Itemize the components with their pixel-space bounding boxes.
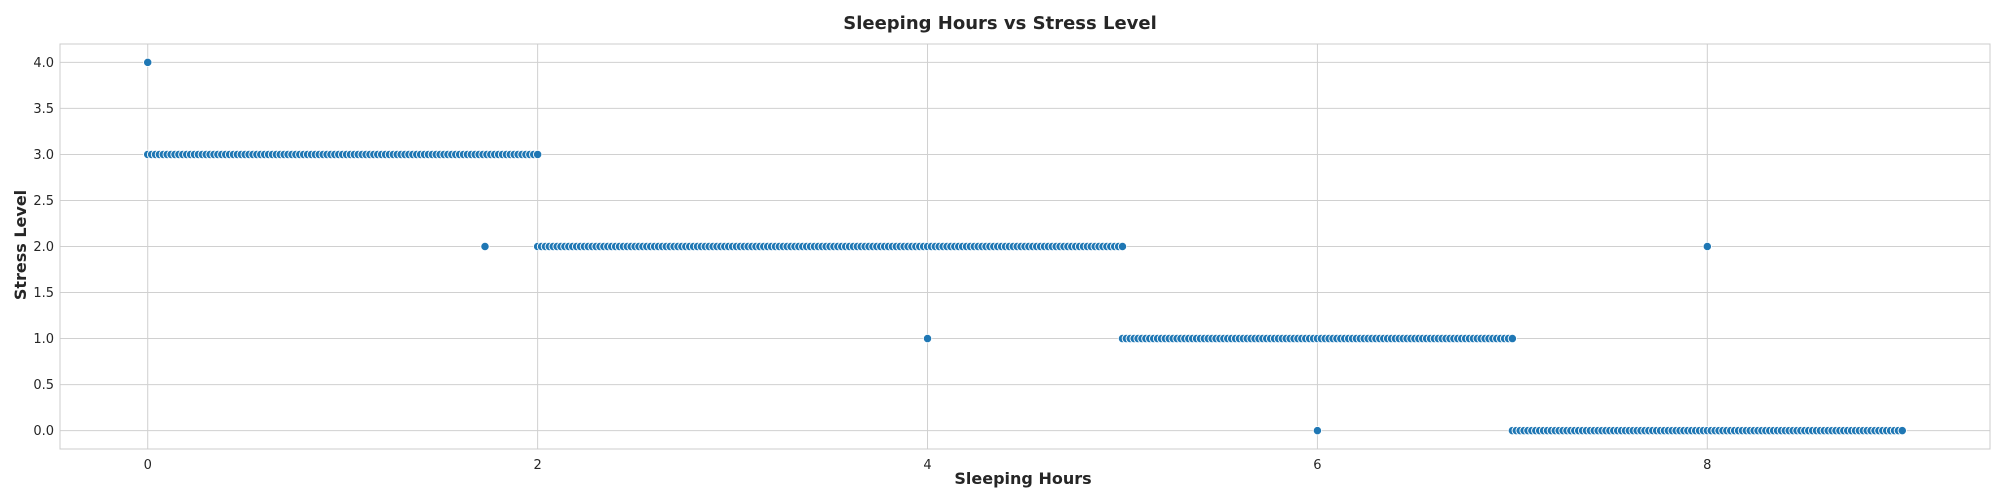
data-point xyxy=(532,149,543,160)
data-point xyxy=(1507,333,1518,344)
chart-title: Sleeping Hours vs Stress Level xyxy=(843,13,1157,34)
data-point xyxy=(1312,425,1323,436)
y-tick-label: 0.0 xyxy=(33,424,54,439)
data-point xyxy=(1702,241,1712,252)
x-tick-label: 2 xyxy=(533,458,541,473)
data-point xyxy=(1117,241,1128,252)
y-tick-label: 3.5 xyxy=(33,102,54,117)
data-point xyxy=(1897,425,1907,436)
x-tick-label: 8 xyxy=(1703,458,1711,473)
y-tick-label: 1.0 xyxy=(33,332,54,347)
tick-labels: 0 2 4 6 8 0.0 0.5 1.0 1.5 2.0 2.5 3.0 3.5 4.0 xyxy=(33,56,1711,473)
y-tick-label: 0.5 xyxy=(33,378,54,393)
x-tick-label: 0 xyxy=(144,458,152,473)
data-point xyxy=(480,241,490,252)
x-axis-label: Sleeping Hours xyxy=(954,469,1091,488)
y-tick-label: 1.5 xyxy=(33,286,54,301)
data-points xyxy=(143,57,1907,436)
plot-area-frame xyxy=(59,43,1991,450)
data-point xyxy=(922,333,933,344)
y-axis-label: Stress Level xyxy=(11,190,30,300)
y-tick-label: 2.0 xyxy=(33,240,54,255)
y-tick-label: 3.0 xyxy=(33,148,54,163)
y-tick-label: 4.0 xyxy=(33,56,54,71)
x-tick-label: 6 xyxy=(1313,458,1321,473)
data-point xyxy=(143,57,153,68)
y-tick-label: 2.5 xyxy=(33,194,54,209)
x-tick-label: 4 xyxy=(923,458,931,473)
